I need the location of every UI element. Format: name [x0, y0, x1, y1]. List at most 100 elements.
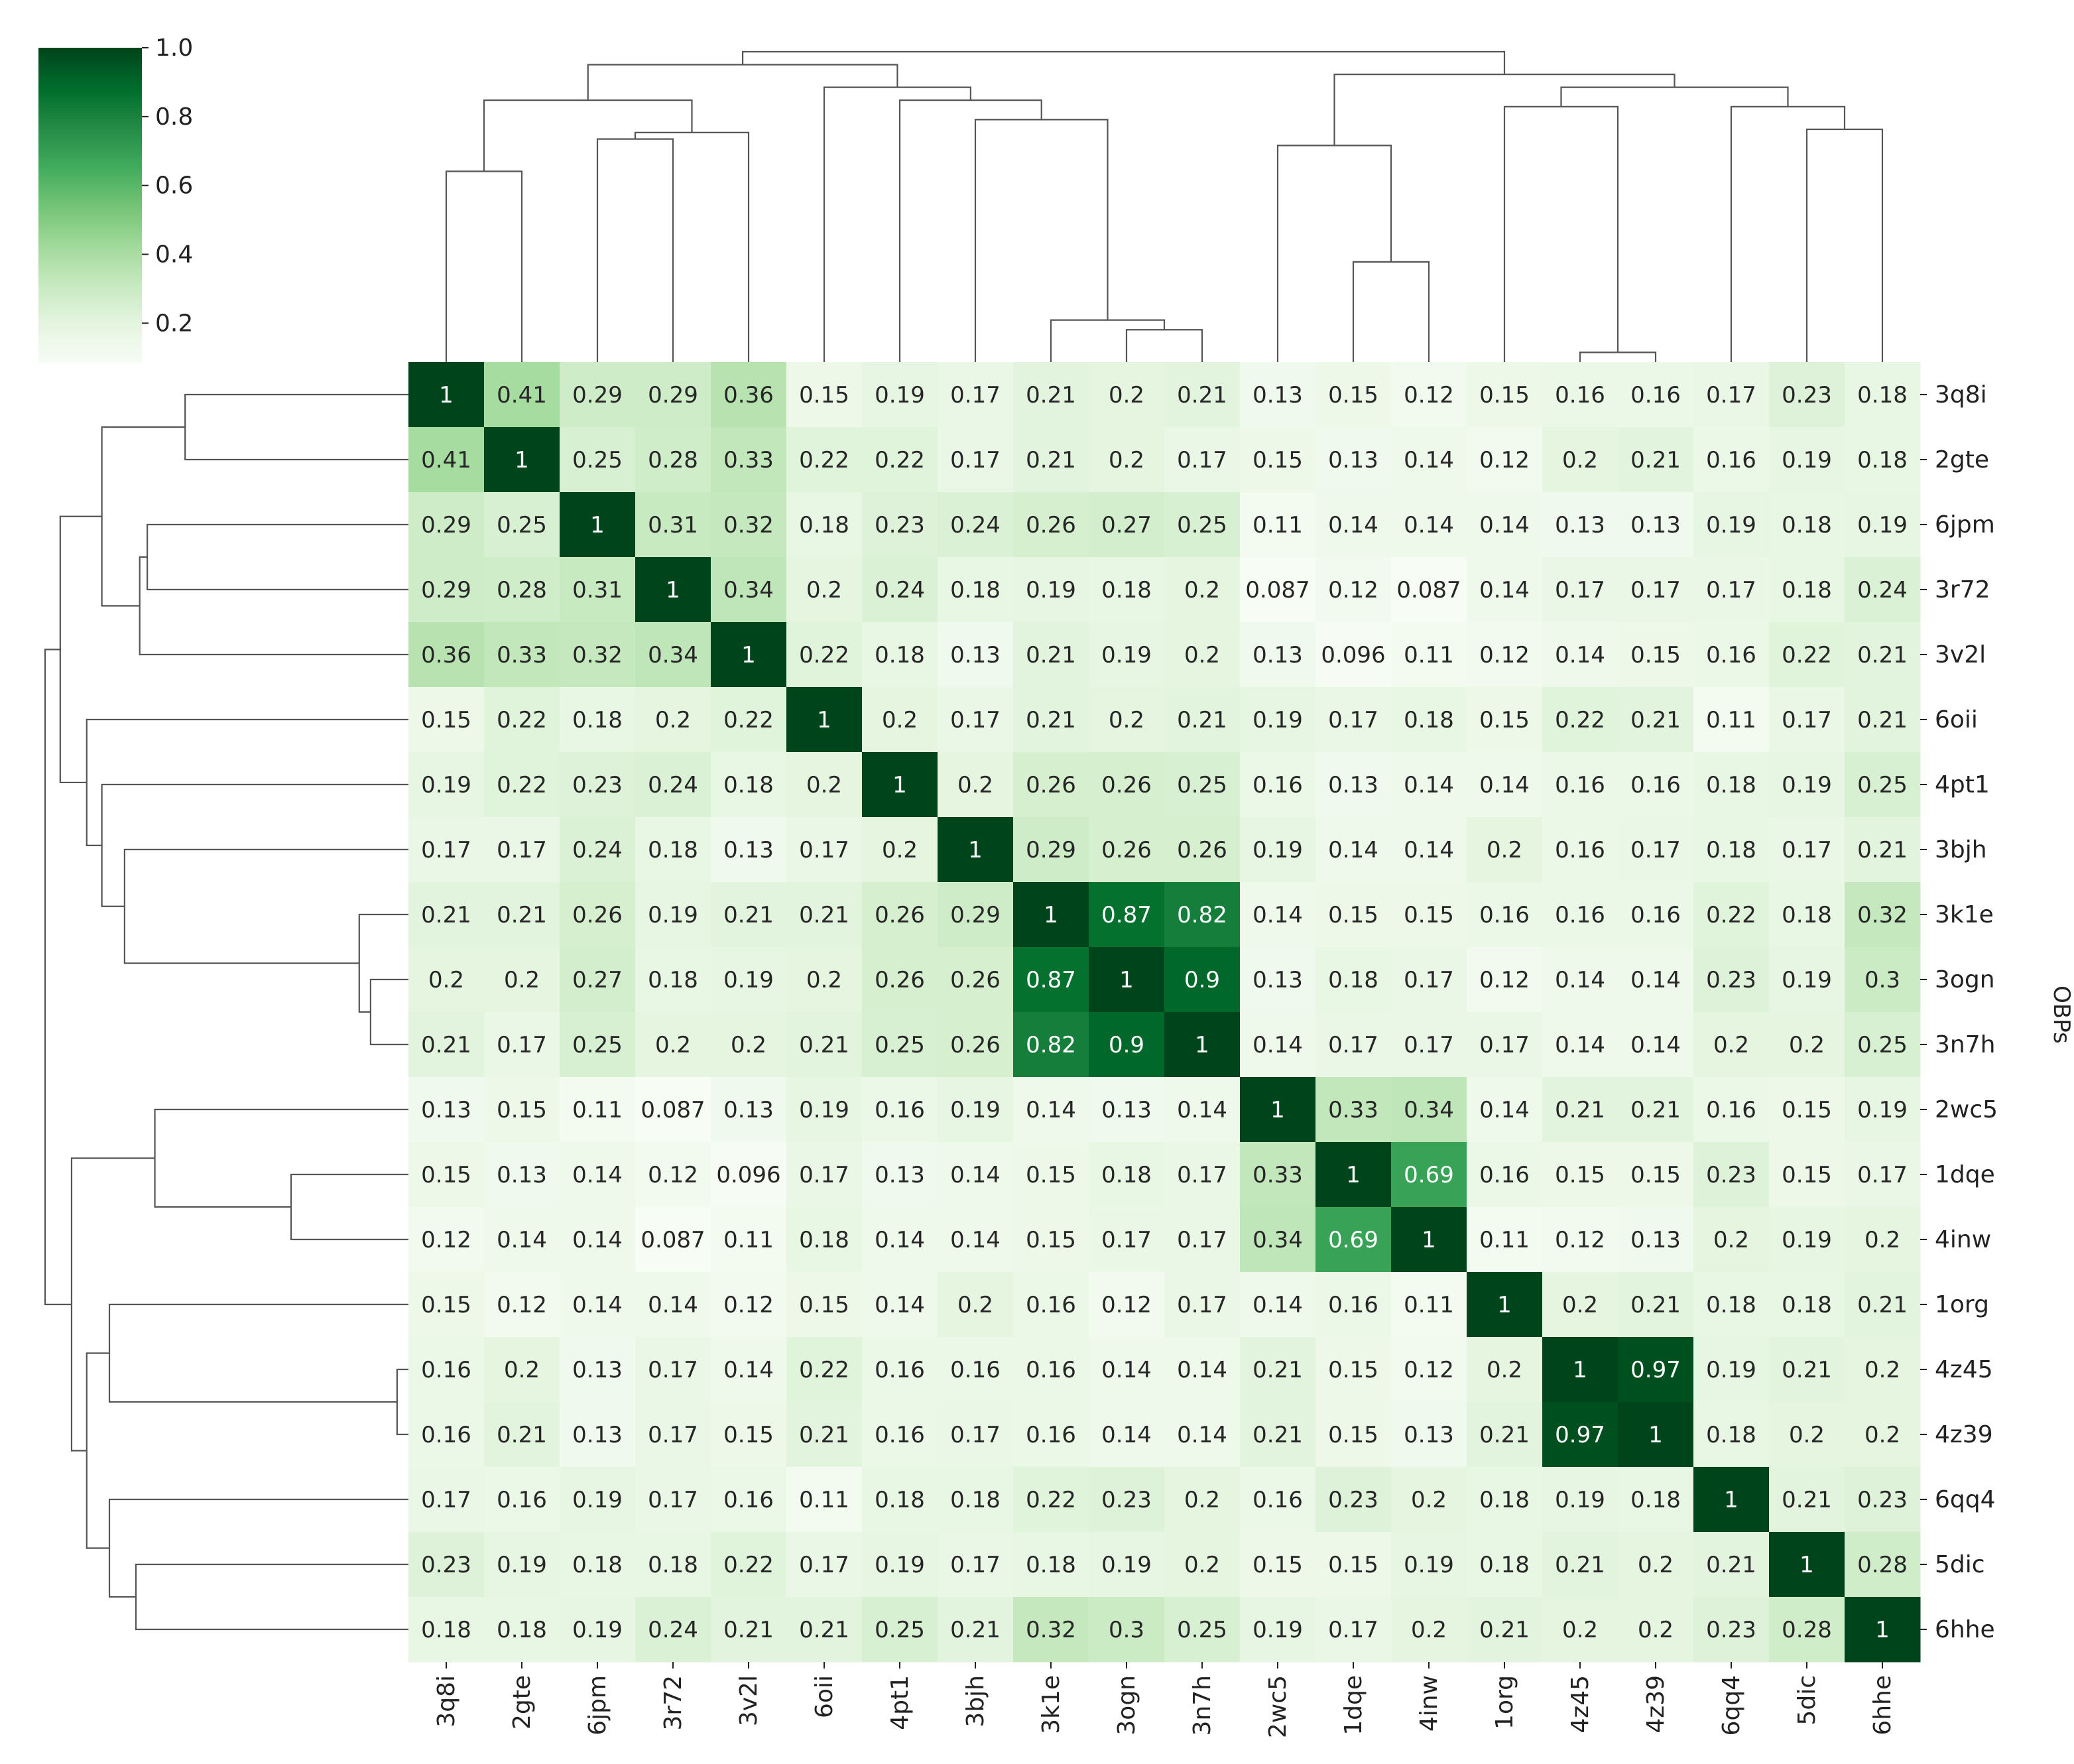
heatmap-cell: [1315, 817, 1392, 883]
heatmap-cell: [1013, 427, 1089, 493]
row-dendrogram-link: [358, 913, 408, 1013]
heatmap-cell: [1391, 1467, 1467, 1533]
column-dendrogram-link: [823, 86, 971, 362]
cell-value: 0.21: [1479, 1422, 1530, 1448]
heatmap-cell: [1693, 1597, 1770, 1663]
heatmap-cell: [635, 1337, 711, 1403]
heatmap-cell: [862, 362, 938, 428]
cell-value: 0.21: [1555, 1097, 1605, 1123]
heatmap-cell: [1618, 492, 1694, 558]
heatmap-cell: [1769, 557, 1845, 623]
cell-value: 0.16: [497, 1487, 547, 1513]
cell-value: 0.17: [950, 1422, 1001, 1448]
cell-value: 0.3: [1109, 1617, 1144, 1643]
cell-value: 0.82: [1177, 902, 1227, 928]
colorbar-segment: [38, 102, 142, 106]
heatmap-cell: [1013, 752, 1089, 818]
colorbar-segment: [38, 87, 142, 91]
heatmap-cell: [1315, 1532, 1392, 1598]
row-dendrogram-link: [396, 1368, 408, 1436]
heatmap-cell: [862, 1597, 938, 1663]
cell-value: 0.14: [950, 1227, 1001, 1253]
heatmap-cell: [786, 1207, 863, 1273]
heatmap-cell: [862, 687, 938, 753]
heatmap-cell: [635, 1142, 711, 1208]
heatmap-cell: [786, 557, 863, 623]
column-label: 6jpm: [584, 1675, 611, 1735]
heatmap-cell: [1164, 1077, 1241, 1143]
row-label: 4pt1: [1935, 771, 1990, 798]
cell-value: 0.18: [950, 1487, 1001, 1513]
cell-value: 0.17: [1101, 1227, 1152, 1253]
colorbar-segment: [38, 344, 142, 347]
heatmap-cell: [1542, 1597, 1618, 1663]
cell-value: 0.12: [1101, 1292, 1152, 1318]
cell-value: 0.15: [1252, 1552, 1303, 1578]
heatmap-cell: [938, 1337, 1014, 1403]
heatmap-cell: [408, 947, 485, 1013]
heatmap-cell: [1769, 1337, 1845, 1403]
heatmap-cell: [711, 1272, 787, 1338]
heatmap-cell: [1391, 687, 1467, 753]
heatmap-cell: [1089, 1142, 1165, 1208]
cell-value: 0.18: [1479, 1552, 1530, 1578]
heatmap-cell: [1164, 817, 1241, 883]
heatmap-cell: [1013, 687, 1089, 753]
colorbar-segment: [38, 210, 142, 214]
cell-value: 0.13: [572, 1422, 623, 1448]
column-dendrogram-link: [1730, 105, 1846, 362]
row-dendrogram-link: [154, 1108, 408, 1208]
cell-value: 0.16: [1479, 902, 1530, 928]
heatmap-cell: [1391, 362, 1467, 428]
heatmap-cell: [786, 1467, 863, 1533]
row-dendrogram-link: [59, 515, 102, 784]
heatmap-cell: [1391, 817, 1467, 883]
heatmap-cell: [408, 1012, 485, 1078]
colorbar-segment: [38, 336, 142, 340]
row-dendrogram-link: [135, 1563, 408, 1631]
cell-value: 0.14: [1328, 837, 1378, 863]
cell-value: 0.2: [504, 967, 540, 993]
cell-value: 0.17: [648, 1357, 698, 1383]
heatmap-cell: [1013, 1337, 1089, 1403]
heatmap-cell: [1315, 1597, 1392, 1663]
heatmap-cell: [1769, 1207, 1845, 1273]
heatmap-cell: [1391, 622, 1467, 688]
column-dendrogram-link: [1503, 105, 1619, 362]
colorbar-segment: [38, 302, 142, 306]
column-dendrogram-link: [974, 119, 1109, 362]
column-label: 4z39: [1642, 1675, 1670, 1733]
cell-value: 0.23: [1328, 1487, 1378, 1513]
heatmap-cell: [711, 427, 787, 493]
cell-value: 0.2: [1487, 1357, 1522, 1383]
cell-value: 0.97: [1630, 1357, 1681, 1383]
colorbar-segment: [38, 247, 142, 251]
heatmap-cell: [938, 557, 1014, 623]
cell-value: 0.17: [648, 1422, 698, 1448]
heatmap-cell: [711, 947, 787, 1013]
heatmap-cell: [1467, 1012, 1543, 1078]
cell-value: 1: [1346, 1162, 1361, 1188]
colorbar-segment: [38, 52, 142, 56]
column-label: 3ogn: [1113, 1675, 1140, 1735]
cell-value: 0.17: [950, 707, 1001, 733]
heatmap-cell: [560, 1337, 636, 1403]
heatmap-cell: [1693, 947, 1770, 1013]
cell-value: 0.19: [1706, 512, 1756, 538]
heatmap-cell: [1013, 1207, 1089, 1273]
cell-value: 0.21: [1630, 447, 1681, 473]
cell-value: 0.12: [1404, 382, 1454, 409]
cell-value: 0.15: [1404, 902, 1454, 928]
heatmap-cell: [484, 1467, 560, 1533]
cell-value: 0.24: [648, 1617, 698, 1643]
heatmap-cell: [1693, 557, 1770, 623]
colorbar-segment: [38, 92, 142, 96]
heatmap-cell: [1240, 1012, 1316, 1078]
cell-value: 0.14: [1555, 967, 1605, 993]
cell-value: 0.19: [421, 772, 471, 798]
heatmap-cell: [1315, 1012, 1392, 1078]
cell-value: 0.23: [572, 772, 623, 798]
cell-value: 0.21: [950, 1617, 1001, 1643]
cell-value: 0.25: [1857, 772, 1908, 798]
heatmap-cell: [862, 752, 938, 818]
